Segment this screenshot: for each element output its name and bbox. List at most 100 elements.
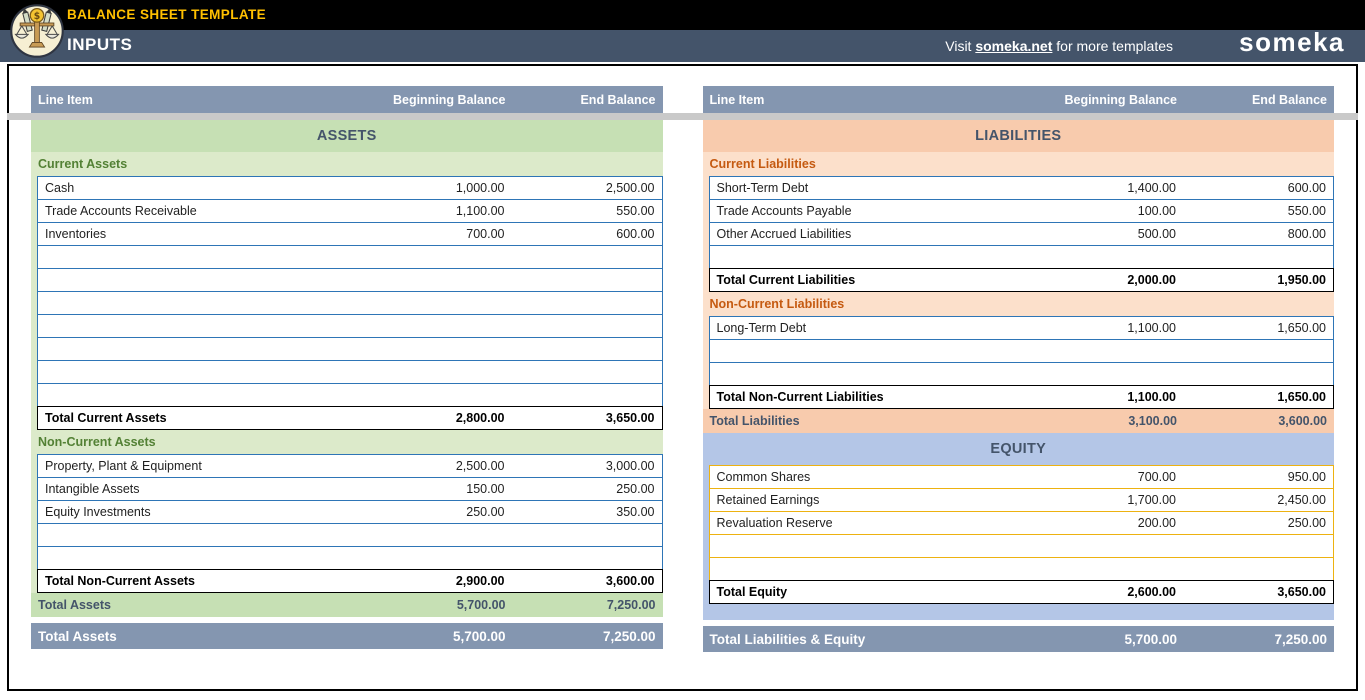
- total-equity-row: Total Equity 2,600.00 3,650.00: [708, 580, 1334, 604]
- column-header-beginning-balance: Beginning Balance: [392, 92, 506, 107]
- blank-row: [37, 337, 663, 361]
- line-item-cell: Total Current Assets: [45, 411, 167, 425]
- balance-scale-icon: $: [10, 4, 64, 58]
- total-liabilities-band-total-row: Total Liabilities 3,100.00 3,600.00: [703, 409, 1335, 433]
- end-balance-cell[interactable]: 3,000.00: [605, 459, 655, 473]
- beginning-balance-cell[interactable]: 1,400.00: [1127, 181, 1176, 195]
- end-balance-cell[interactable]: 950.00: [1287, 470, 1326, 484]
- someka-logo: someka: [1239, 27, 1345, 57]
- end-balance-cell[interactable]: 600.00: [616, 227, 655, 241]
- trade-accounts-payable-row: Trade Accounts Payable 100.00 550.00: [708, 199, 1334, 223]
- line-item-cell[interactable]: Trade Accounts Payable: [716, 204, 852, 218]
- line-item-cell[interactable]: Short-Term Debt: [716, 181, 809, 195]
- line-item-cell[interactable]: Other Accrued Liabilities: [716, 227, 852, 241]
- beginning-balance-cell[interactable]: 500.00: [1137, 227, 1176, 241]
- total-assets-footer: Total Assets 5,700.00 7,250.00: [31, 623, 663, 649]
- equity-section: EQUITY Common Shares 700.00 950.00 Retained …: [702, 433, 1334, 620]
- footer-label: Total Assets: [38, 628, 117, 644]
- beginning-balance-cell[interactable]: 100.00: [1137, 204, 1176, 218]
- beginning-balance-cell[interactable]: 1,100.00: [455, 204, 505, 218]
- line-item-cell[interactable]: Intangible Assets: [45, 482, 140, 496]
- end-balance-cell: 7,250.00: [606, 598, 656, 612]
- common-shares-row: Common Shares 700.00 950.00: [708, 465, 1334, 489]
- total-non-current-liabilities-row: Total Non-Current Liabilities 1,100.00 1,6…: [708, 385, 1334, 409]
- beginning-balance-cell: 5,700.00: [456, 598, 506, 612]
- line-item-cell: Total Liabilities: [709, 414, 800, 428]
- line-item-cell: Total Assets: [38, 598, 111, 612]
- total-assets-band-total-row: Total Assets 5,700.00 7,250.00: [31, 593, 663, 617]
- total-current-liabilities-row: Total Current Liabilities 2,000.00 1,950.0…: [708, 268, 1334, 292]
- beginning-balance-cell: 2,800.00: [455, 411, 505, 425]
- row-divider-strip: [7, 113, 1358, 120]
- sheet-area: Line Item Beginning Balance End Balance …: [7, 64, 1358, 691]
- liabilities-equity-panel: Line Item Beginning Balance End Balance …: [702, 86, 1335, 652]
- line-item-cell[interactable]: Inventories: [45, 227, 107, 241]
- liabilities-rows: Short-Term Debt 1,400.00 600.00 Trade Accou…: [702, 176, 1334, 292]
- footer-label: Total Liabilities & Equity: [709, 631, 866, 647]
- end-balance-cell[interactable]: 800.00: [1287, 227, 1326, 241]
- footer-beginning-value: 5,700.00: [1124, 631, 1177, 647]
- assets-section: ASSETS Current Assets Cash 1,000.00 2,500.00…: [31, 120, 663, 617]
- beginning-balance-cell[interactable]: 250.00: [466, 505, 505, 519]
- line-item-cell[interactable]: Revaluation Reserve: [716, 516, 833, 530]
- promo-text: Visit someka.net for more templates: [945, 38, 1173, 54]
- beginning-balance-cell[interactable]: 150.00: [466, 482, 505, 496]
- end-balance-cell: 1,950.00: [1277, 273, 1326, 287]
- end-balance-cell[interactable]: 550.00: [616, 204, 655, 218]
- column-header-end-balance: End Balance: [1251, 92, 1327, 107]
- end-balance-cell[interactable]: 600.00: [1287, 181, 1326, 195]
- blank-row: [37, 546, 663, 570]
- revaluation-reserve-row: Revaluation Reserve 200.00 250.00: [708, 511, 1334, 535]
- beginning-balance-cell: 2,000.00: [1127, 273, 1176, 287]
- line-item-cell[interactable]: Equity Investments: [45, 505, 151, 519]
- end-balance-cell[interactable]: 350.00: [616, 505, 655, 519]
- end-balance-cell[interactable]: 2,500.00: [605, 181, 655, 195]
- column-header-line-item: Line Item: [38, 92, 93, 107]
- beginning-balance-cell[interactable]: 1,700.00: [1127, 493, 1176, 507]
- line-item-cell: Total Equity: [716, 585, 788, 599]
- footer-end-value: 7,250.00: [1274, 631, 1327, 647]
- beginning-balance-cell[interactable]: 1,100.00: [1127, 321, 1176, 335]
- property-plant-equipment-row: Property, Plant & Equipment 2,500.00 3,000…: [37, 454, 663, 478]
- blank-row: [708, 339, 1334, 363]
- blank-row: [37, 523, 663, 547]
- blank-row: [37, 245, 663, 269]
- beginning-balance-cell[interactable]: 2,500.00: [455, 459, 505, 473]
- line-item-cell[interactable]: Retained Earnings: [716, 493, 820, 507]
- beginning-balance-cell[interactable]: 700.00: [1137, 470, 1176, 484]
- total-non-current-assets-row: Total Non-Current Assets 2,900.00 3,600.00: [37, 569, 663, 593]
- assets-panel: Line Item Beginning Balance End Balance …: [31, 86, 663, 652]
- end-balance-cell[interactable]: 250.00: [1287, 516, 1326, 530]
- liabilities-rows: Long-Term Debt 1,100.00 1,650.00 Total Non-…: [702, 316, 1334, 409]
- beginning-balance-cell[interactable]: 1,000.00: [455, 181, 505, 195]
- blank-row: [708, 534, 1334, 558]
- end-balance-cell[interactable]: 2,450.00: [1277, 493, 1326, 507]
- end-balance-cell[interactable]: 1,650.00: [1277, 321, 1326, 335]
- line-item-cell[interactable]: Trade Accounts Receivable: [45, 204, 197, 218]
- trade-accounts-receivable-row: Trade Accounts Receivable 1,100.00 550.00: [37, 199, 663, 223]
- long-term-debt-row: Long-Term Debt 1,100.00 1,650.00: [708, 316, 1334, 340]
- blank-row: [37, 291, 663, 315]
- end-balance-cell[interactable]: 550.00: [1287, 204, 1326, 218]
- blank-row: [708, 557, 1334, 581]
- blank-row: [37, 314, 663, 338]
- line-item-cell[interactable]: Common Shares: [716, 470, 811, 484]
- liabilities-band-title: LIABILITIES: [975, 128, 1062, 144]
- assets-rows: Property, Plant & Equipment 2,500.00 3,000…: [31, 454, 663, 593]
- total-current-assets-row: Total Current Assets 2,800.00 3,650.00: [37, 406, 663, 430]
- page-header: $ BALANCE SHEET TEMPLATE INPUTS Visit so…: [0, 0, 1365, 62]
- promo-suffix: for more templates: [1052, 38, 1173, 54]
- line-item-cell: Total Current Liabilities: [716, 273, 856, 287]
- promo-prefix: Visit: [945, 38, 976, 54]
- retained-earnings-row: Retained Earnings 1,700.00 2,450.00: [708, 488, 1334, 512]
- assets-column-header: Line Item Beginning Balance End Balance: [31, 86, 663, 113]
- line-item-cell[interactable]: Property, Plant & Equipment: [45, 459, 202, 473]
- end-balance-cell[interactable]: 250.00: [616, 482, 655, 496]
- beginning-balance-cell[interactable]: 700.00: [466, 227, 505, 241]
- line-item-cell[interactable]: Cash: [45, 181, 75, 195]
- beginning-balance-cell: 1,100.00: [1127, 390, 1176, 404]
- someka-link[interactable]: someka.net: [975, 38, 1053, 54]
- line-item-cell[interactable]: Long-Term Debt: [716, 321, 807, 335]
- cash-row: Cash 1,000.00 2,500.00: [37, 176, 663, 200]
- beginning-balance-cell[interactable]: 200.00: [1137, 516, 1176, 530]
